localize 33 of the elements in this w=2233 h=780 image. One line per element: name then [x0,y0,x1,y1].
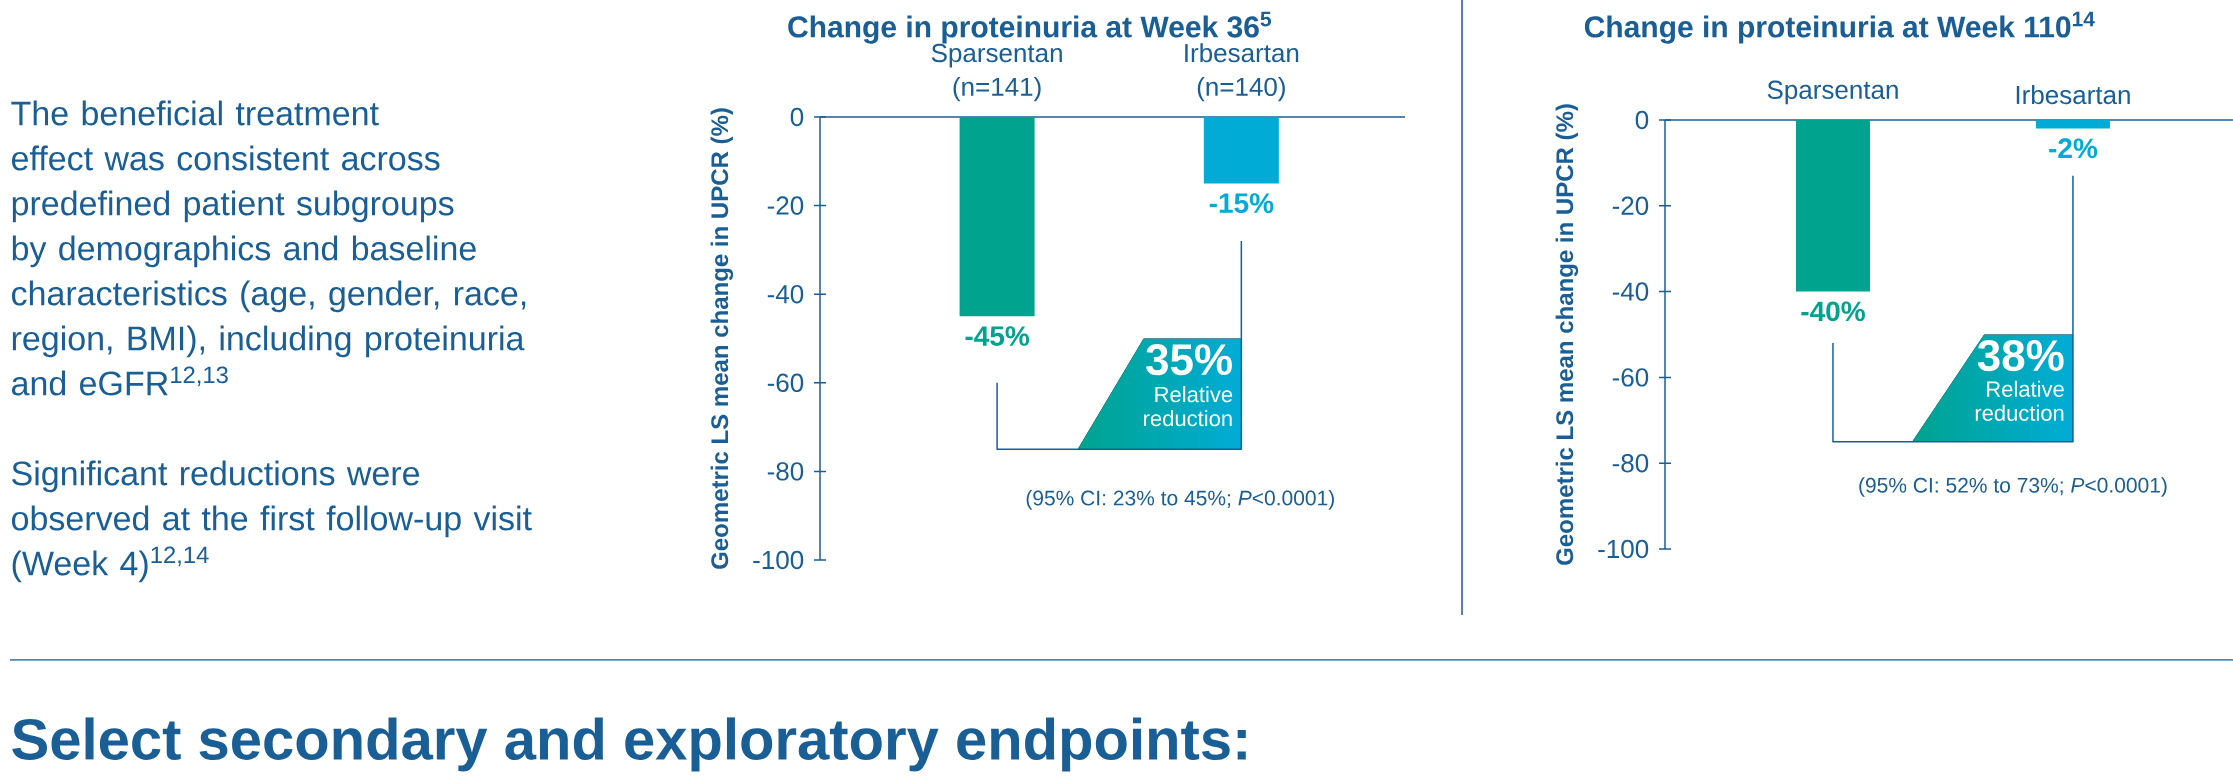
y-axis-title: Geometric LS mean change in UPCR (%) [710,108,734,569]
y-tick-label: -60 [767,373,804,392]
y-tick-label: -100 [753,550,804,570]
x-tick-label: Irbesartan [2016,85,2130,105]
y-tick-label: -20 [767,196,804,215]
chart-title: Change in proteinuria at Week 110$^{14}$ [1584,11,2095,44]
annotation: Relative reduction [1144,386,1233,427]
x-tick-label: Sparsentan (n=141) [931,43,1062,102]
y-axis-title: Geometric LS mean change in UPCR (%) [1555,104,1579,565]
text: Significant reductions were observed at the first follow-up visit (Week 4)$^{12,14}$ [12,460,532,583]
y-tick-label: 0 [790,107,804,127]
chart-title: Change in proteinuria at Week 36$^{5}$ [788,11,1272,44]
annotation: (95% CI: 23% to 45%; P<0.0001) [1026,490,1334,510]
annotation: 35% [1146,344,1232,376]
x-tick-label: Irbesartan (n=140) [1185,43,1299,102]
y-tick-label: -20 [1612,196,1649,215]
annotation: Relative reduction [1975,380,2064,421]
y-tick-label: -60 [1612,368,1649,387]
y-tick-label: 0 [1635,110,1649,130]
y-tick-label: -80 [767,462,804,481]
annotation: 38% [1977,339,2064,372]
text: Select secondary and exploratory endpoints: [12,717,1246,772]
annotation: (95% CI: 52% to 73%; P<0.0001) [1859,477,2167,497]
data-label: -40% [1801,301,1865,322]
y-tick-label: -100 [1598,539,1649,559]
text: The beneficial treatment effect was consistent across predefined patient subgroups by demographics and baseline characteristics (age, gender, race, region, BMI), including proteinuria and eGFR$^{12,13}$ [11,100,526,396]
data-label: -15% [1209,193,1274,213]
y-tick-label: -40 [1612,282,1649,301]
x-tick-label: Sparsentan [1767,80,1898,105]
y-tick-label: -80 [1612,453,1649,473]
y-tick-label: -40 [767,284,804,304]
data-label: -2% [2049,138,2098,159]
data-label: -45% [965,326,1030,346]
